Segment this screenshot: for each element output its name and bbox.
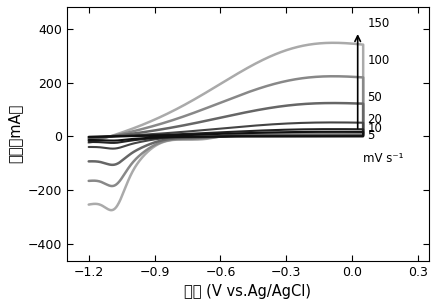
Text: 150: 150 [368, 17, 390, 30]
X-axis label: 电位 (V vs.Ag/AgCl): 电位 (V vs.Ag/AgCl) [184, 284, 311, 299]
Text: 10: 10 [368, 122, 382, 136]
Text: mV s⁻¹: mV s⁻¹ [363, 151, 404, 165]
Text: 5: 5 [368, 129, 375, 142]
Text: 20: 20 [368, 113, 382, 126]
Text: 50: 50 [368, 91, 382, 104]
Text: 100: 100 [368, 54, 390, 67]
Y-axis label: 电流（mA）: 电流（mA） [7, 104, 22, 163]
